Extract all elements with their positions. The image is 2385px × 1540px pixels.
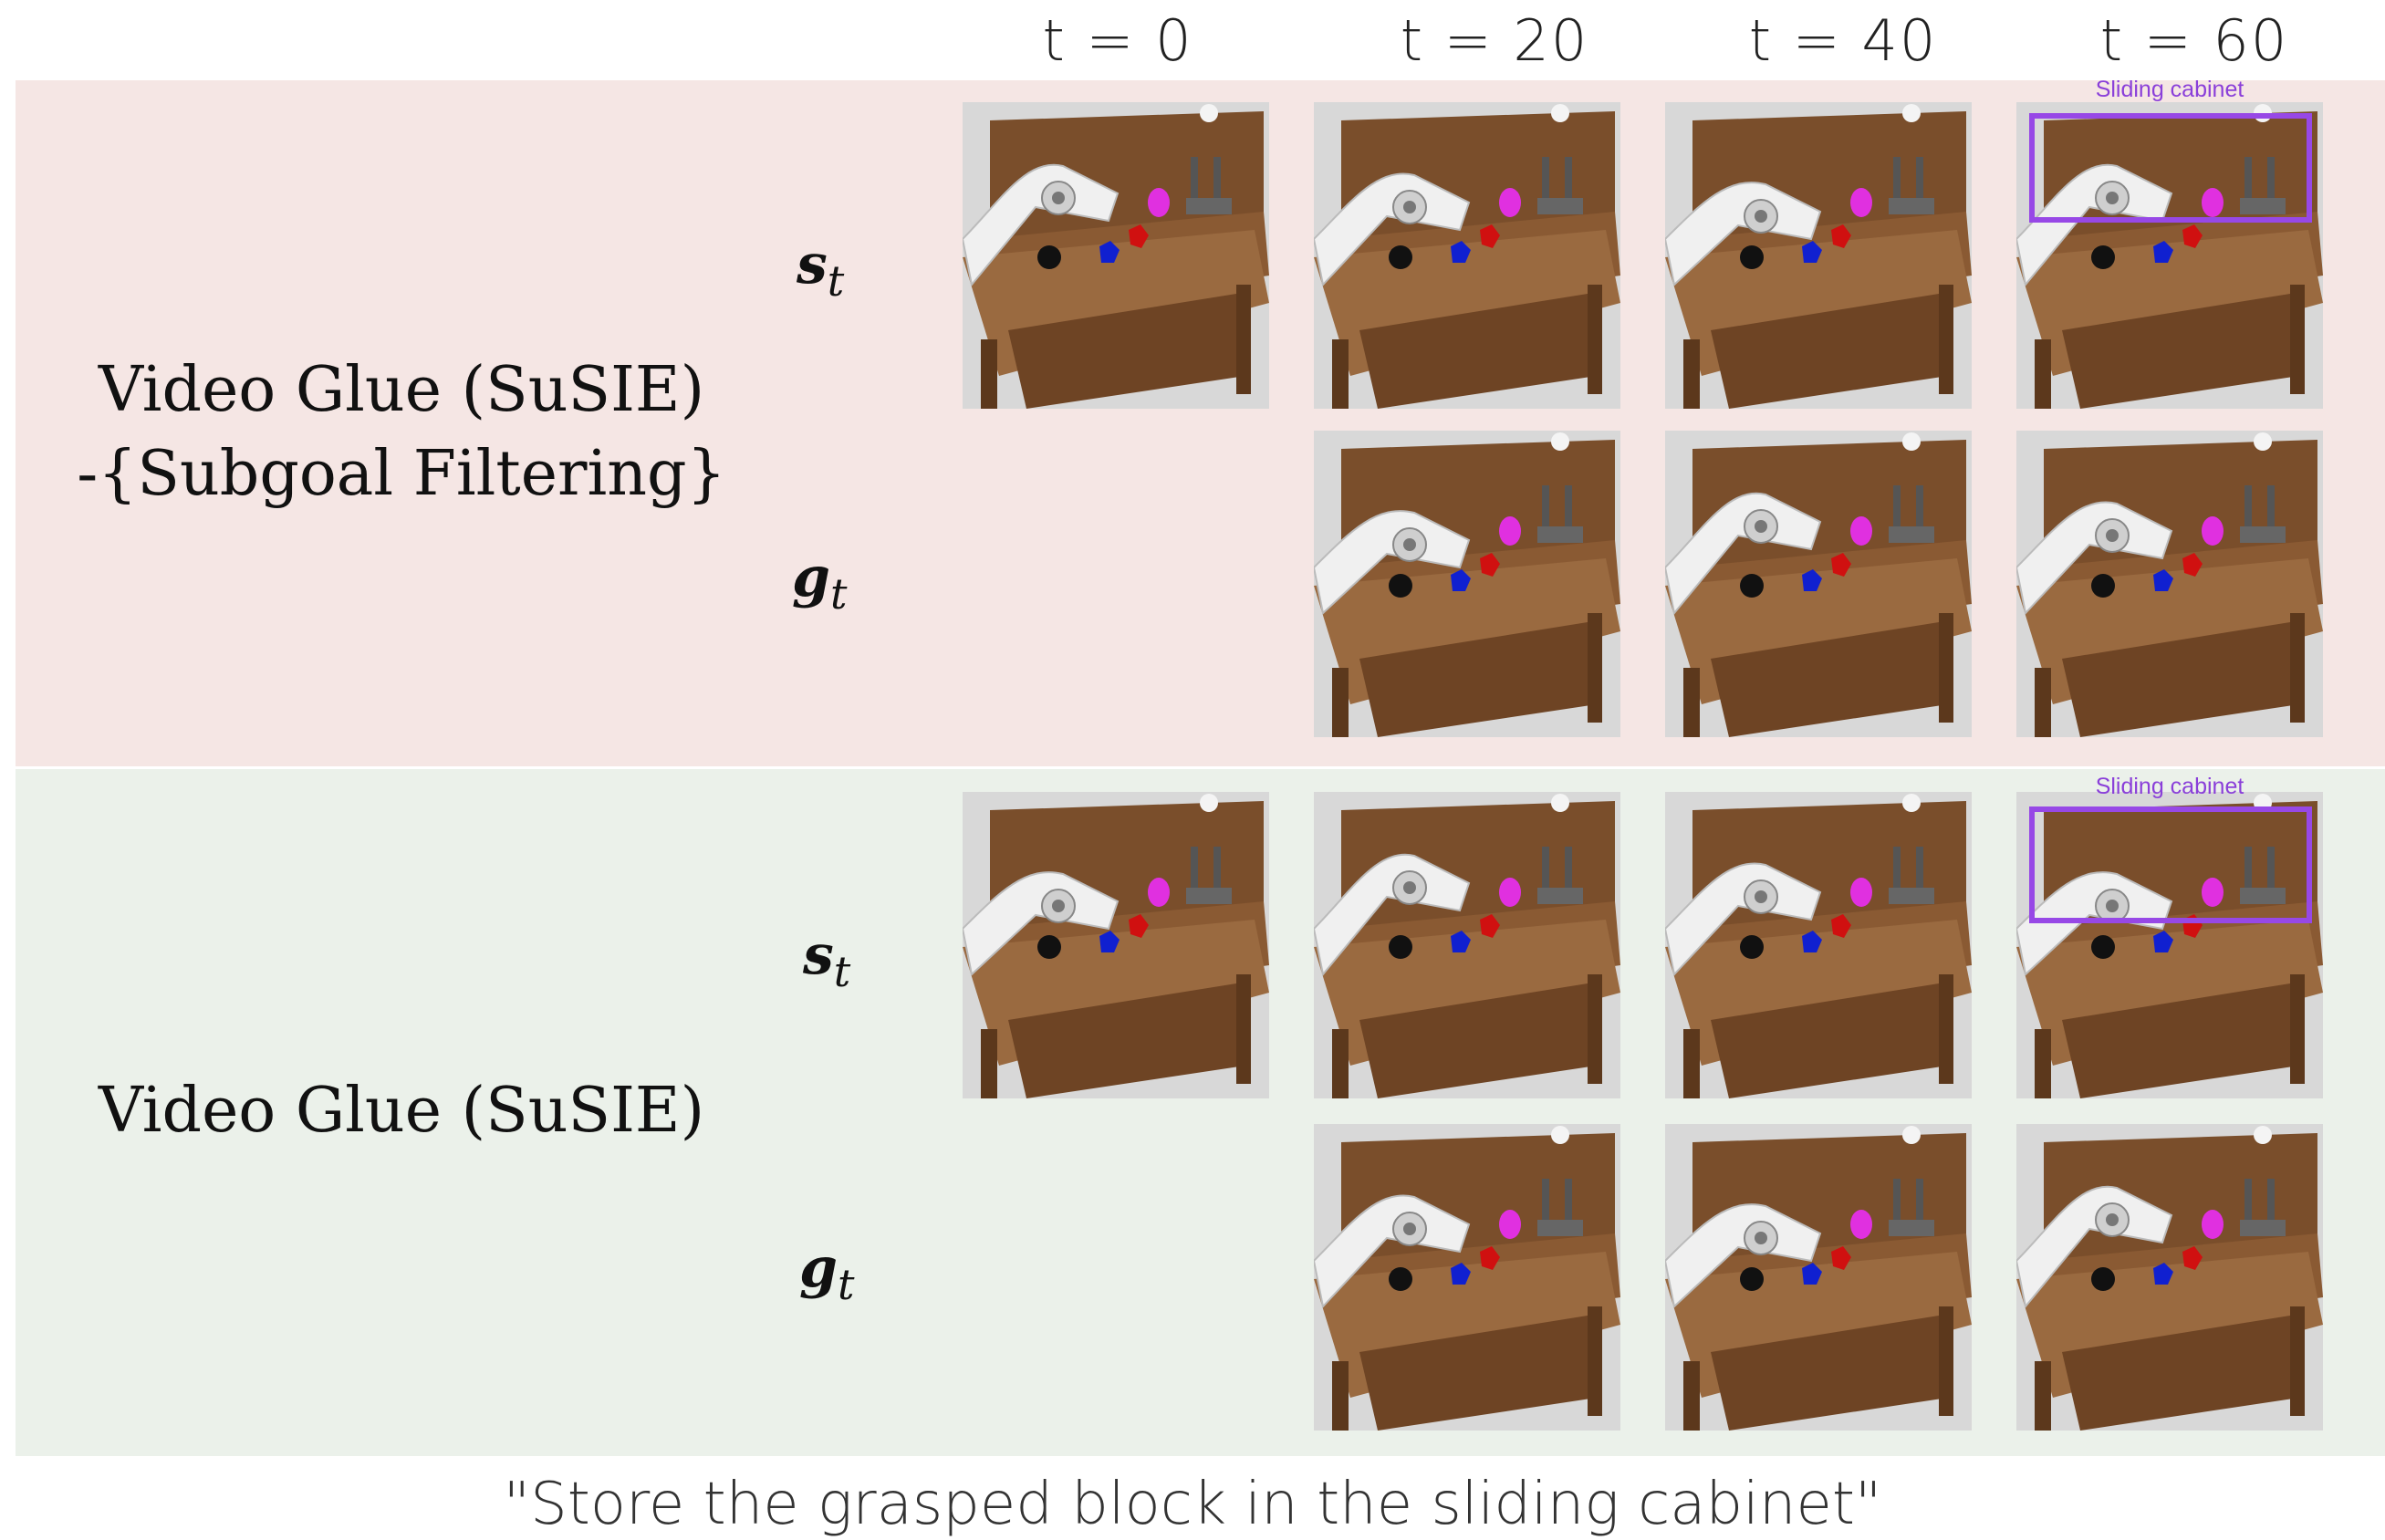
frame-top-goal-t60 — [2016, 431, 2323, 737]
math-label-s-top: st — [797, 233, 845, 306]
frame-bottom-goal-t20 — [1314, 1124, 1620, 1431]
frame-bottom-state-t60 — [2016, 792, 2323, 1098]
frame-bottom-state-t0 — [963, 792, 1269, 1098]
frame-top-goal-t20 — [1314, 431, 1620, 737]
frame-top-state-t40 — [1665, 102, 1972, 409]
row-title-top-line1: Video Glue (SuSIE) — [98, 354, 705, 426]
row-title-top: Video Glue (SuSIE) -{Subgoal Filtering} — [36, 349, 766, 516]
highlight-box-bottom — [2029, 806, 2312, 923]
frame-top-state-t60 — [2016, 102, 2323, 409]
frame-bottom-state-t40 — [1665, 792, 1972, 1098]
frame-top-goal-t40 — [1665, 431, 1972, 737]
column-header-t60: t = 60 — [2099, 7, 2289, 74]
column-header-t20: t = 20 — [1400, 7, 1589, 74]
caption: "Store the grasped block in the sliding … — [503, 1471, 1882, 1538]
frame-top-state-t0 — [963, 102, 1269, 409]
row-title-bottom-line1: Video Glue (SuSIE) — [98, 1075, 705, 1147]
frame-bottom-state-t20 — [1314, 792, 1620, 1098]
frame-top-state-t20 — [1314, 102, 1620, 409]
column-header-t0: t = 0 — [1042, 7, 1193, 74]
math-label-g-top: gt — [792, 546, 848, 619]
frame-bottom-goal-t40 — [1665, 1124, 1972, 1431]
frame-bottom-goal-t60 — [2016, 1124, 2323, 1431]
math-label-s-bottom: st — [803, 923, 851, 996]
highlight-label-bottom: Sliding cabinet — [2095, 774, 2244, 799]
highlight-label-top: Sliding cabinet — [2095, 77, 2244, 102]
column-header-t40: t = 40 — [1748, 7, 1938, 74]
row-title-bottom: Video Glue (SuSIE) — [36, 1069, 766, 1153]
highlight-box-top — [2029, 113, 2312, 223]
row-title-top-line2: -{Subgoal Filtering} — [77, 438, 726, 510]
math-label-g-bottom: gt — [799, 1236, 855, 1309]
